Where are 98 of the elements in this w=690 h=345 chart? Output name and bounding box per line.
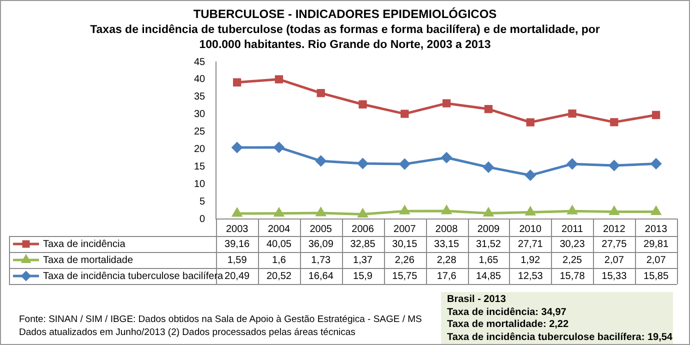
point bbox=[442, 99, 451, 108]
legend-label: Taxa de incidência bbox=[43, 238, 126, 250]
chart-title: TUBERCULOSE - INDICADORES EPIDEMIOLÓGICOS bbox=[192, 6, 498, 21]
point bbox=[608, 160, 620, 171]
text: Dados atualizados em Junho/2013 (2) Dados processados pelas áreas técnicas bbox=[19, 326, 356, 339]
point bbox=[484, 208, 494, 216]
x-tick-label: 2009 bbox=[477, 224, 500, 235]
point bbox=[400, 206, 410, 214]
text: Brasil - 2013 bbox=[447, 294, 507, 306]
data-label: 36,09 bbox=[308, 238, 334, 250]
point bbox=[568, 109, 576, 118]
point bbox=[441, 152, 452, 163]
point bbox=[232, 142, 242, 153]
data-label: 2,07 bbox=[646, 254, 666, 266]
point bbox=[526, 207, 536, 216]
point bbox=[274, 75, 284, 84]
y-tick-label: 25 bbox=[194, 126, 206, 138]
text: Taxa de incidência tuberculose bacilífera: 19,54 bbox=[447, 332, 672, 344]
y-tick-label: 10 bbox=[194, 178, 206, 190]
point bbox=[358, 158, 368, 169]
data-label: 1,37 bbox=[353, 254, 373, 266]
data-label: 31,52 bbox=[476, 238, 502, 250]
point bbox=[650, 158, 662, 169]
data-label: 12,53 bbox=[518, 270, 544, 282]
data-label: 1,6 bbox=[272, 254, 286, 266]
data-label: 30,15 bbox=[392, 238, 418, 250]
x-tick-label: 2006 bbox=[352, 224, 374, 235]
point bbox=[484, 104, 493, 114]
x-tick-label: 2013 bbox=[644, 224, 668, 235]
data-label: 20,52 bbox=[266, 270, 292, 282]
source-note: Fonte: SINAN / SIM / IBGE: Dados obtidos na Sala de Apoio à Gestão Estratégica - SAGE / MS bbox=[19, 313, 422, 326]
y-tick-label: 5 bbox=[200, 196, 206, 208]
x-tick-label: 2007 bbox=[394, 224, 416, 235]
data-label: 1,73 bbox=[311, 254, 332, 266]
point bbox=[525, 170, 536, 181]
point bbox=[610, 118, 618, 126]
data-label: 30,23 bbox=[560, 238, 586, 250]
x-tick-label: 2011 bbox=[561, 224, 584, 235]
data-label: 27,71 bbox=[518, 238, 544, 250]
data-label: 15,9 bbox=[353, 270, 373, 282]
point bbox=[567, 158, 578, 170]
y-tick-label: 30 bbox=[194, 109, 206, 120]
x-tick-label: 2004 bbox=[268, 224, 291, 235]
y-tick-label: 45 bbox=[194, 56, 206, 68]
point bbox=[232, 78, 242, 86]
legend-label: Taxa de incidência tuberculose bacilífera bbox=[43, 270, 224, 282]
point bbox=[316, 89, 325, 98]
y-tick-label: 20 bbox=[194, 144, 206, 155]
data-label: 2,25 bbox=[562, 254, 582, 266]
point bbox=[358, 100, 367, 108]
text: Taxa de incidência: 34,97 bbox=[447, 306, 568, 319]
point bbox=[232, 208, 242, 217]
y-tick-label: 35 bbox=[194, 92, 206, 103]
point bbox=[274, 142, 284, 153]
point bbox=[483, 162, 494, 172]
data-label: 1,65 bbox=[478, 254, 499, 266]
point bbox=[652, 110, 660, 120]
point bbox=[651, 206, 661, 216]
data-label: 27,75 bbox=[602, 238, 628, 250]
point bbox=[274, 208, 284, 217]
data-label: 2,28 bbox=[436, 254, 457, 266]
point bbox=[316, 208, 326, 216]
text: Taxa de mortalidade: 2,22 bbox=[447, 319, 570, 332]
y-tick-label: 15 bbox=[194, 161, 206, 172]
data-label: 33,15 bbox=[434, 238, 460, 250]
data-label: 16,64 bbox=[308, 270, 334, 282]
data-label: 15,78 bbox=[560, 270, 586, 282]
point bbox=[399, 158, 410, 170]
data-label: 1,59 bbox=[227, 254, 248, 266]
point bbox=[609, 206, 619, 216]
data-label: 14,85 bbox=[476, 270, 502, 282]
point bbox=[358, 208, 368, 218]
data-label: 29,81 bbox=[644, 238, 669, 250]
point bbox=[400, 110, 409, 118]
data-label: 15,33 bbox=[602, 270, 628, 282]
data-label: 2,26 bbox=[394, 254, 415, 266]
point bbox=[526, 118, 534, 126]
legend-label: Taxa de mortalidade bbox=[43, 254, 134, 266]
point bbox=[442, 206, 452, 214]
data-label: 17,6 bbox=[436, 270, 457, 282]
point bbox=[316, 156, 326, 166]
x-tick-label: 2012 bbox=[603, 224, 626, 235]
x-tick-label: 2008 bbox=[435, 224, 458, 235]
data-label: 39,16 bbox=[224, 238, 250, 250]
data-label: 2,07 bbox=[604, 254, 624, 266]
data-label: 20,49 bbox=[224, 270, 250, 282]
y-tick-label: 40 bbox=[194, 74, 206, 86]
data-label: 1,92 bbox=[520, 254, 541, 266]
data-label: 40,05 bbox=[266, 238, 292, 250]
y-tick-label: 0 bbox=[200, 214, 206, 225]
data-label: 32,85 bbox=[350, 238, 376, 250]
data-label: 15,75 bbox=[392, 270, 418, 282]
x-tick-label: 2003 bbox=[226, 224, 249, 235]
point bbox=[568, 206, 577, 214]
x-tick-label: 2005 bbox=[310, 224, 332, 235]
data-label: 15,85 bbox=[644, 270, 669, 282]
x-tick-label: 2010 bbox=[519, 224, 542, 235]
chart-subtitle: Taxas de incidência de tuberculose (todas as formas e forma bacilífera) e de mortalidade, por 100.000 habitantes. Rio Grande do Norte, 2003 a 2013 bbox=[89, 23, 601, 53]
